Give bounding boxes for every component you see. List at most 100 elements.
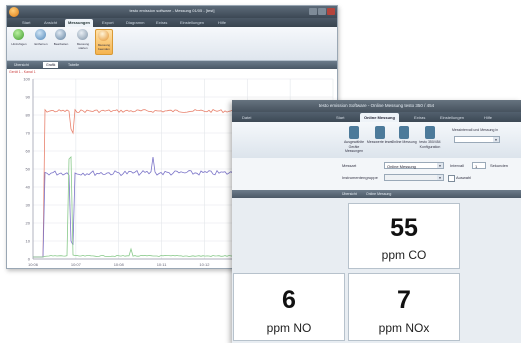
- configuration-button[interactable]: testo 350/454 Konfiguration: [418, 126, 442, 156]
- measure-window: testo emission Software - Online Messung…: [232, 100, 521, 343]
- measure-window-titlebar: testo emission Software - Online Messung…: [232, 100, 521, 112]
- online-measurement-button[interactable]: Online Messung: [391, 126, 417, 156]
- y-tick-label: 40: [26, 185, 31, 190]
- y-tick-label: 0: [28, 257, 31, 262]
- tab-start-2[interactable]: Start: [336, 115, 345, 120]
- view-tab-table[interactable]: Tabelle: [68, 63, 80, 67]
- no-value: 6: [282, 286, 296, 314]
- measure-ribbon-tabs: Datei Start Online Messung Extras Einste…: [232, 112, 521, 122]
- tab-ansicht[interactable]: Ansicht: [44, 20, 58, 25]
- y-tick-label: 20: [26, 221, 31, 226]
- tab-messungen[interactable]: Messungen: [65, 19, 94, 27]
- read-values-label: Messwerte lesen: [366, 140, 394, 144]
- view-tab-graph[interactable]: Grafik: [43, 62, 59, 68]
- messart-value: Online Messung: [387, 164, 416, 169]
- value-tile-co: 55 ppm CO: [348, 203, 460, 269]
- y-tick-label: 70: [26, 131, 31, 136]
- no-unit: ppm NO: [266, 321, 312, 335]
- y-tick-label: 50: [26, 167, 31, 172]
- minimize-icon[interactable]: [309, 8, 317, 15]
- stop-measurement-button[interactable]: Messung beenden: [95, 29, 113, 55]
- tab-export[interactable]: Export: [102, 20, 114, 25]
- tab-diagramm[interactable]: Diagramm: [126, 20, 145, 25]
- messart-select[interactable]: Online Messung ▼: [384, 162, 444, 169]
- read-icon: [375, 126, 385, 139]
- tab-einstellungen-2[interactable]: Einstellungen: [440, 115, 465, 120]
- measure-window-title: testo emission Software - Online Messung…: [318, 103, 435, 108]
- tab-start[interactable]: Start: [22, 20, 31, 25]
- edit-measurement-button[interactable]: Bearbeiten: [53, 29, 69, 53]
- x-tick-label: 10:06: [28, 262, 39, 267]
- y-tick-label: 80: [26, 113, 31, 118]
- chart-window-title: testo emission software - Messung 01/05 …: [129, 8, 215, 13]
- online-measurement-label: Online Messung: [391, 140, 417, 144]
- measure-ribbon: Ausgewählte Geräte Messungen Messwerte l…: [232, 122, 521, 180]
- y-tick-label: 90: [26, 95, 31, 100]
- close-icon[interactable]: [327, 8, 335, 15]
- y-tick-label: 60: [26, 149, 31, 154]
- maximize-icon[interactable]: [318, 8, 326, 15]
- view-tabs-bar: Übersicht Grafik Tabelle: [7, 61, 337, 69]
- tab-extras[interactable]: Extras: [156, 20, 168, 25]
- remove-label: Entfernen: [34, 42, 48, 46]
- device-icon: [349, 126, 359, 139]
- stop-icon: [98, 30, 109, 41]
- view-tab-overview[interactable]: Übersicht: [14, 63, 29, 67]
- gruppe-select[interactable]: ▼: [384, 174, 444, 181]
- auswahl-checkbox[interactable]: [448, 175, 455, 182]
- doc-tab-online-measurement[interactable]: Online Messung: [366, 192, 392, 196]
- intervall-value: 1: [475, 164, 478, 169]
- chart-ribbon: Hinzufügen Entfernen Bearbeiten Messung …: [7, 27, 337, 80]
- chart-window-titlebar: testo emission software - Messung 01/05 …: [7, 6, 337, 18]
- config-icon: [425, 126, 435, 139]
- tab-hilfe-2[interactable]: Hilfe: [484, 115, 493, 120]
- nox-value: 7: [397, 286, 411, 314]
- chevron-down-icon: ▼: [493, 137, 499, 142]
- start-label: Messung starten: [76, 42, 90, 50]
- auswahl-label: Auswahl: [456, 175, 472, 180]
- selected-devices-button[interactable]: Ausgewählte Geräte Messungen: [342, 126, 366, 156]
- stop-label: Messung beenden: [97, 43, 111, 51]
- chevron-down-icon: ▼: [437, 175, 443, 180]
- right-field-label: Messintervall und Messung in: [452, 128, 499, 132]
- gruppe-label: Instrumentengruppe: [342, 175, 378, 180]
- plus-icon: [13, 29, 24, 40]
- nox-unit: ppm NOx: [378, 321, 430, 335]
- doc-tab-overview[interactable]: Übersicht: [342, 192, 357, 196]
- intervall-label: Intervall: [450, 163, 465, 168]
- edit-icon: [55, 29, 66, 40]
- tab-hilfe[interactable]: Hilfe: [218, 20, 227, 25]
- tab-extras-2[interactable]: Extras: [414, 115, 426, 120]
- chart-legend: Gerät 1 - Kanal 1: [9, 70, 36, 74]
- add-measurement-button[interactable]: Hinzufügen: [11, 29, 27, 53]
- options-panel: Messart Online Messung ▼ Intervall 1 Sek…: [232, 158, 521, 191]
- remove-icon: [35, 29, 46, 40]
- messart-label: Messart: [342, 163, 357, 168]
- chart-ribbon-tabs: Start Ansicht Messungen Export Diagramm …: [7, 18, 337, 27]
- tab-online-messung[interactable]: Online Messung: [360, 113, 399, 122]
- intervall-input[interactable]: 1: [472, 162, 486, 169]
- y-tick-label: 100: [23, 77, 30, 82]
- online-icon: [399, 126, 409, 139]
- selected-devices-label: Ausgewählte Geräte Messungen: [343, 140, 365, 153]
- add-label: Hinzufügen: [11, 42, 27, 46]
- value-tile-nox: 7 ppm NOx: [348, 273, 460, 341]
- x-tick-label: 10:11: [157, 262, 167, 267]
- start-measurement-button[interactable]: Messung starten: [75, 29, 91, 53]
- x-tick-label: 10:12: [199, 262, 210, 267]
- co-unit: ppm CO: [381, 248, 427, 262]
- edit-label: Bearbeiten: [53, 42, 69, 46]
- y-tick-label: 30: [26, 203, 31, 208]
- tab-datei[interactable]: Datei: [242, 115, 252, 120]
- document-tabs-bar: Übersicht Online Messung: [232, 190, 521, 198]
- measure-program-select[interactable]: ▼: [454, 136, 500, 143]
- value-tile-no: 6 ppm NO: [233, 273, 345, 341]
- chevron-down-icon: ▼: [437, 163, 443, 168]
- read-values-button[interactable]: Messwerte lesen: [366, 126, 394, 156]
- x-tick-label: 10:07: [71, 262, 82, 267]
- configuration-label: testo 350/454 Konfiguration: [419, 140, 441, 149]
- co-value: 55: [390, 214, 418, 242]
- app-menu-orb-icon[interactable]: [9, 7, 19, 17]
- remove-measurement-button[interactable]: Entfernen: [33, 29, 49, 53]
- tab-einstellungen[interactable]: Einstellungen: [180, 20, 205, 25]
